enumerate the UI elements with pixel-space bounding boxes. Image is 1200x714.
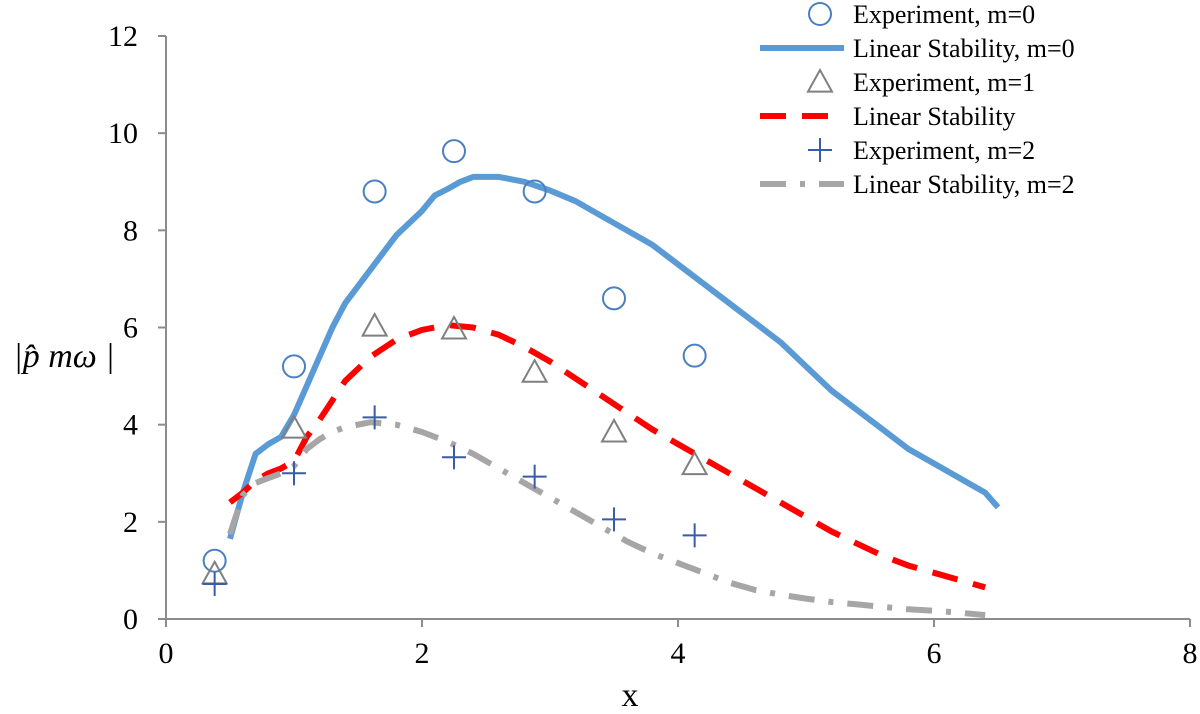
series-layer (200, 139, 1001, 619)
data-point (280, 414, 308, 439)
y-tick-label: 12 (108, 20, 138, 53)
legend-label: Experiment, m=0 (853, 0, 1035, 29)
legend-symbol (808, 138, 832, 162)
legend-item: Linear Stability, m=2 (760, 170, 1075, 199)
legend-item: Linear Stability, m=0 (760, 34, 1075, 63)
series-line-1 (227, 173, 1001, 540)
x-tick-label: 6 (927, 637, 942, 670)
series-markers-0 (202, 139, 707, 573)
legend-label: Linear Stability, m=2 (853, 170, 1075, 199)
y-tick-label: 10 (108, 117, 138, 150)
data-point (520, 358, 549, 383)
data-point (202, 548, 227, 573)
y-ticks: 0 2 4 6 8 10 12 (108, 20, 166, 636)
data-point (522, 464, 547, 489)
data-point (440, 314, 468, 340)
data-point (680, 450, 709, 476)
data-point (362, 179, 387, 204)
x-tick-label: 8 (1183, 637, 1198, 670)
series-line-3 (228, 322, 987, 591)
series-path (228, 322, 987, 591)
data-point (522, 179, 547, 204)
y-tick-label: 4 (123, 409, 138, 442)
data-point (360, 311, 389, 337)
legend-item: Experiment, m=0 (808, 0, 1035, 29)
x-ticks: 0 2 4 6 8 (159, 619, 1198, 670)
data-point (602, 286, 626, 311)
data-point (442, 445, 466, 470)
data-point (202, 572, 227, 597)
y-tick-label: 2 (123, 506, 138, 539)
legend-item: Experiment, m=1 (806, 67, 1035, 97)
legend-label: Linear Stability (853, 102, 1015, 131)
data-point (282, 461, 306, 486)
legend-label: Experiment, m=1 (853, 68, 1035, 97)
data-point (442, 139, 466, 164)
y-tick-label: 0 (123, 603, 138, 636)
legend-symbol (808, 2, 832, 26)
x-axis-title: x (622, 677, 639, 709)
data-point (602, 507, 626, 532)
y-axis-title: |p̂ mω | (13, 338, 114, 375)
axes: 0 2 4 6 8 0 2 4 6 8 10 12 (108, 20, 1198, 670)
legend-symbol (806, 67, 834, 93)
data-point (682, 523, 707, 548)
y-tick-label: 8 (123, 214, 138, 247)
x-tick-label: 2 (415, 637, 430, 670)
series-markers-2 (200, 311, 709, 585)
data-point (682, 343, 707, 368)
legend: Experiment, m=0 Linear Stability, m=0 Expe… (760, 0, 1075, 199)
data-point (600, 417, 628, 443)
y-tick-label: 6 (123, 312, 138, 345)
data-point (282, 354, 306, 379)
series-path (227, 173, 1001, 540)
x-tick-label: 4 (671, 637, 686, 670)
x-tick-label: 0 (159, 637, 174, 670)
series-markers-4 (202, 405, 707, 597)
legend-item: Linear Stability (760, 102, 1015, 131)
legend-label: Linear Stability, m=0 (853, 34, 1075, 63)
data-point (362, 405, 387, 430)
legend-label: Experiment, m=2 (853, 136, 1035, 165)
legend-item: Experiment, m=2 (808, 136, 1035, 165)
